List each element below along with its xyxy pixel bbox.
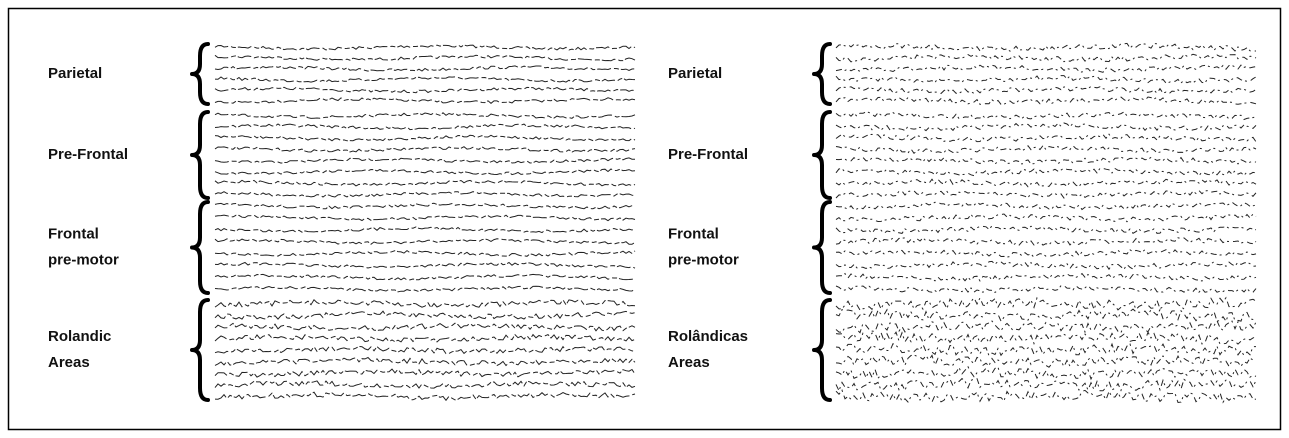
eeg-trace: [214, 261, 636, 269]
eeg-trace: [835, 330, 1257, 345]
eeg-trace: [835, 272, 1257, 282]
eeg-trace: [835, 319, 1257, 334]
eeg-trace: [835, 365, 1257, 381]
eeg-trace: [835, 178, 1257, 188]
eeg-trace: [835, 308, 1257, 323]
eeg-trace: [214, 310, 636, 320]
eeg-trace: [214, 157, 635, 164]
region-label: Frontal: [668, 225, 719, 242]
eeg-trace: [214, 86, 636, 94]
eeg-trace: [835, 354, 1257, 368]
brace: [190, 298, 210, 402]
eeg-trace: [214, 146, 636, 153]
eeg-trace: [214, 54, 636, 62]
eeg-trace: [835, 377, 1257, 393]
eeg-trace: [835, 111, 1257, 121]
region-label: Pre-Frontal: [668, 146, 748, 163]
eeg-trace: [214, 202, 636, 210]
eeg-trace: [835, 189, 1257, 199]
region-label: pre-motor: [668, 251, 739, 268]
eeg-trace: [835, 237, 1257, 246]
brace: [190, 200, 210, 295]
eeg-trace: [835, 167, 1257, 177]
brace: [190, 42, 210, 106]
eeg-trace: [214, 345, 636, 355]
eeg-trace: [214, 333, 636, 343]
brace: [812, 110, 832, 200]
eeg-trace: [214, 191, 636, 198]
eeg-trace: [214, 226, 636, 234]
eeg-trace: [835, 201, 1257, 211]
region-label: Rolândicas: [668, 328, 748, 345]
eeg-trace: [214, 238, 636, 245]
eeg-trace: [835, 260, 1257, 271]
brace: [190, 110, 210, 200]
eeg-trace: [214, 179, 636, 187]
region-label: Parietal: [48, 65, 102, 82]
eeg-trace: [214, 298, 636, 309]
eeg-trace: [214, 65, 636, 72]
eeg-trace: [835, 225, 1257, 235]
eeg-trace: [214, 214, 636, 222]
brace: [812, 42, 832, 106]
eeg-trace: [214, 380, 636, 389]
region-label: Rolandic: [48, 328, 111, 345]
eeg-trace: [214, 391, 636, 402]
region-label: Pre-Frontal: [48, 146, 128, 163]
eeg-trace: [214, 168, 636, 176]
eeg-trace: [214, 322, 636, 332]
eeg-trace: [835, 213, 1257, 223]
eeg-trace: [835, 53, 1257, 63]
eeg-trace: [835, 144, 1257, 155]
eeg-trace: [214, 356, 636, 367]
eeg-trace: [214, 97, 636, 104]
eeg-trace: [835, 156, 1257, 165]
eeg-trace: [214, 273, 636, 281]
eeg-trace: [835, 389, 1257, 404]
brace: [812, 200, 832, 295]
region-label: Parietal: [668, 65, 722, 82]
eeg-trace: [214, 123, 636, 131]
eeg-trace: [214, 285, 636, 293]
eeg-trace: [214, 249, 636, 257]
eeg-trace: [214, 76, 636, 83]
eeg-trace: [214, 44, 636, 51]
eeg-trace: [835, 248, 1257, 258]
eeg-trace: [214, 368, 636, 378]
region-label: pre-motor: [48, 251, 119, 268]
region-label: Areas: [668, 354, 710, 371]
eeg-trace: [835, 85, 1257, 95]
eeg-trace: [835, 296, 1257, 311]
region-label: Areas: [48, 354, 90, 371]
eeg-trace: [835, 64, 1257, 73]
brace: [812, 298, 832, 402]
eeg-trace: [835, 42, 1257, 52]
eeg-trace: [214, 134, 636, 142]
region-label: Frontal: [48, 225, 99, 242]
eeg-trace: [835, 96, 1257, 105]
eeg-trace: [214, 112, 636, 119]
eeg-trace: [835, 75, 1257, 84]
